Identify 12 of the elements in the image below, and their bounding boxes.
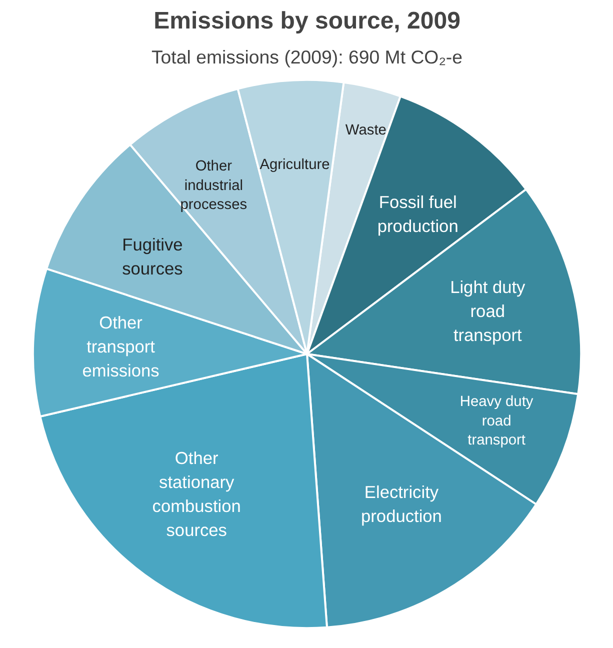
slice-label: Other industrial processes — [180, 158, 248, 214]
slice-label: Electricity production — [361, 482, 442, 526]
slice-label: Heavy duty road transport — [460, 394, 534, 449]
slice-label: Fossil fuel production — [377, 192, 458, 236]
chart-subtitle: Total emissions (2009): 690 Mt CO₂-e — [151, 46, 463, 68]
slice-label: Light duty road transport — [450, 277, 526, 346]
slice-label: Agriculture — [260, 156, 330, 173]
chart-title: Emissions by source, 2009 — [154, 8, 460, 34]
slice-label: Waste — [345, 122, 386, 138]
slice-label: Fugitive sources — [122, 234, 184, 279]
slice-label: Other transport emissions — [82, 312, 160, 380]
slice-label: Other stationary combustion sources — [152, 448, 241, 540]
